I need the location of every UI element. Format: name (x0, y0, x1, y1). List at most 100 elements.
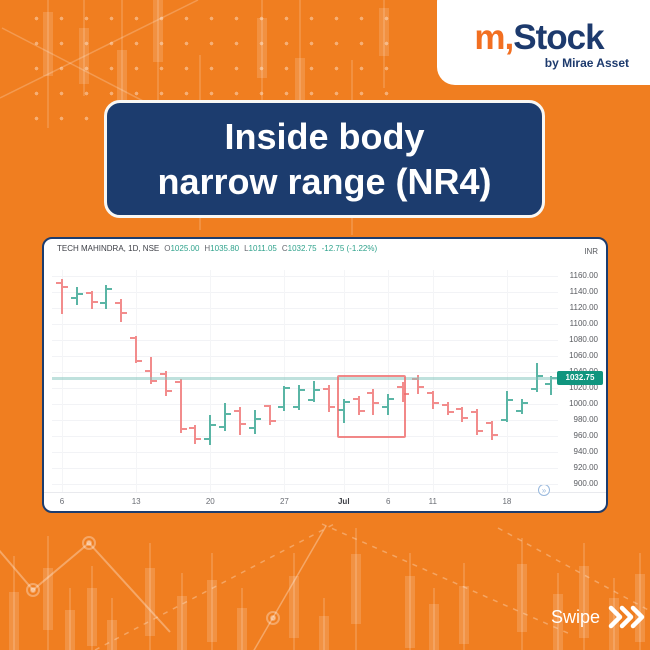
x-axis-label: 13 (131, 497, 141, 506)
ohlc-bar-wick (491, 420, 494, 441)
ohlc-bar-wick (135, 336, 138, 363)
ohlc-open-tick (500, 419, 507, 422)
ohlc-close-tick (91, 300, 98, 303)
currency-label: INR (584, 247, 598, 256)
gridline-vertical (506, 270, 508, 492)
ohlc-close-tick (343, 400, 350, 403)
y-axis-label: 1060.00 (569, 351, 598, 361)
y-axis-label: 1020.00 (569, 383, 598, 393)
chart-plot-area[interactable] (57, 270, 558, 492)
ohlc-open-tick (397, 385, 404, 388)
x-axis-label: 11 (428, 497, 437, 506)
gridline-vertical (388, 270, 390, 492)
ohlc-open-tick (100, 301, 107, 304)
ohlc-key: O (164, 244, 171, 253)
x-axis-label: 20 (205, 497, 215, 506)
gridline-vertical (343, 270, 345, 492)
ohlc-open-tick (144, 369, 151, 372)
ohlc-key: C (281, 244, 288, 253)
x-axis-separator (44, 492, 606, 493)
ohlc-open-tick (352, 397, 359, 400)
ohlc-open-tick (441, 403, 448, 406)
ohlc-close-tick (328, 406, 335, 409)
current-price-line (52, 377, 560, 380)
ohlc-values: O1025.00 H1035.80 L1011.05 C1032.75 -12.75 (… (159, 244, 377, 253)
ohlc-bar-wick (461, 407, 464, 422)
ohlc-bar-wick (61, 278, 63, 314)
ohlc-close-tick (210, 423, 217, 426)
ohlc-close-tick (150, 380, 157, 382)
gridline-vertical (136, 270, 138, 492)
ohlc-bar-wick (194, 424, 197, 445)
ohlc-bar-wick (550, 375, 553, 396)
ohlc-close-tick (254, 417, 261, 420)
gridline-horizontal (52, 388, 558, 390)
ohlc-close-tick (136, 360, 143, 363)
ohlc-open-tick (233, 410, 240, 413)
ohlc-bar-wick (402, 381, 405, 402)
ohlc-open-tick (174, 380, 181, 383)
ohlc-close-tick (536, 375, 543, 378)
ohlc-close-tick (373, 402, 380, 405)
ohlc-close-tick (506, 399, 513, 402)
ohlc-open-tick (456, 407, 463, 410)
ohlc-bar-wick (224, 402, 227, 432)
y-axis-label: 980.00 (573, 415, 598, 425)
title-banner: Inside body narrow range (NR4) (104, 100, 545, 218)
symbol-title: TECH MAHINDRA, 1D, NSE (57, 244, 160, 253)
y-axis-label: 900.00 (573, 479, 598, 488)
ohlc-bar-wick (149, 357, 152, 385)
gridline-horizontal (52, 324, 558, 326)
ohlc-open-tick (530, 387, 537, 390)
ohlc-open-tick (115, 301, 122, 304)
ohlc-bar-wick (313, 381, 316, 402)
ohlc-close-tick (314, 388, 321, 391)
x-axis-label: 27 (279, 497, 289, 506)
gridline-horizontal (52, 356, 558, 358)
x-axis-label: 6 (59, 497, 65, 506)
y-axis-label: 960.00 (573, 431, 598, 441)
logo-m-prefix: m, (474, 18, 514, 57)
ohlc-open-tick (426, 391, 433, 394)
ohlc-close-tick (492, 434, 499, 437)
ohlc-open-tick (204, 438, 211, 441)
ohlc-close-tick (447, 411, 454, 414)
gridline-horizontal (52, 308, 558, 310)
ohlc-bar-wick (416, 375, 419, 394)
x-axis-label: Jul (337, 497, 350, 506)
ohlc-open-tick (70, 296, 77, 299)
y-axis-label: 940.00 (573, 447, 598, 457)
decorative-zigzag-line (0, 525, 327, 650)
ohlc-open-tick (159, 372, 166, 375)
ohlc-open-tick (85, 292, 92, 295)
ohlc-open-tick (278, 406, 285, 409)
ohlc-close-tick (284, 387, 291, 390)
ohlc-bar-wick (357, 396, 360, 416)
ohlc-close-tick (358, 409, 365, 412)
logo-tagline: by Mirae Asset (544, 56, 629, 70)
gridline-vertical (210, 270, 212, 492)
chart-legend-header: TECH MAHINDRA, 1D, NSE O1025.00 H1035.80 L1… (57, 244, 377, 254)
gridline-horizontal (52, 452, 558, 454)
ohlc-close-tick (477, 429, 484, 432)
ohlc-value: 1011.05 (248, 244, 277, 253)
ohlc-bar-wick (476, 408, 479, 436)
ohlc-close-tick (106, 288, 113, 291)
swipe-button[interactable]: Swipe (538, 600, 648, 634)
ohlc-close-tick (521, 402, 528, 405)
ohlc-open-tick (189, 427, 196, 430)
ohlc-bar-wick (209, 415, 212, 445)
gridline-horizontal (52, 292, 558, 294)
gridline-horizontal (52, 372, 558, 374)
ohlc-open-tick (515, 410, 522, 413)
ohlc-close-tick (76, 292, 83, 295)
ohlc-key: H (204, 244, 211, 253)
ohlc-close-tick (121, 312, 128, 315)
ohlc-close-tick (299, 388, 306, 391)
ohlc-bar-wick (431, 390, 434, 409)
ohlc-value: 1035.80 (210, 244, 240, 253)
title-line-2: narrow range (NR4) (157, 161, 492, 202)
ohlc-bar-wick (120, 298, 123, 322)
ohlc-open-tick (308, 399, 315, 402)
logo-stock-text: Stock (513, 18, 604, 57)
